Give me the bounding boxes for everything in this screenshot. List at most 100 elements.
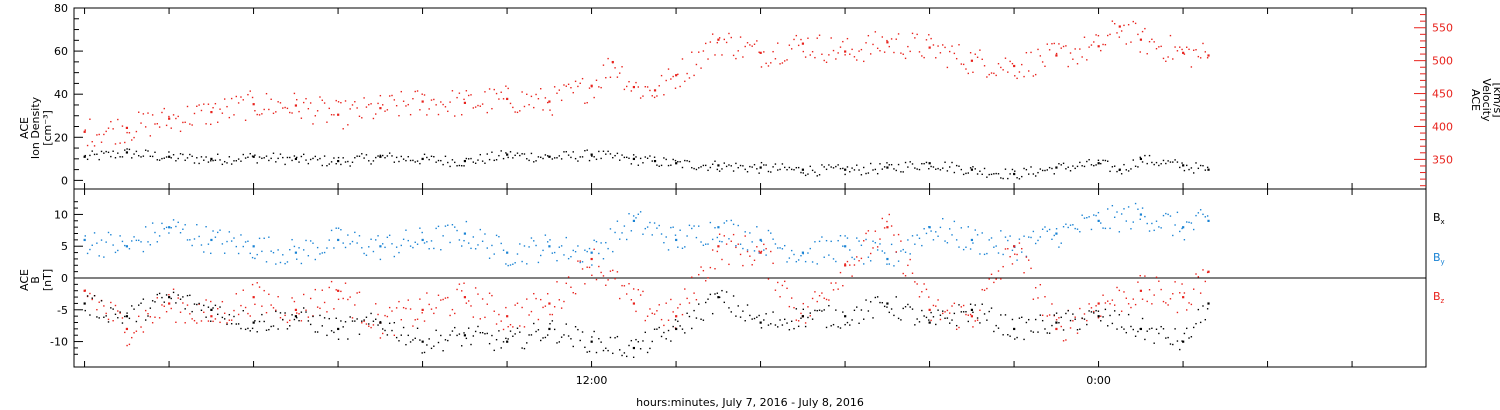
bx-point bbox=[1097, 310, 1100, 312]
density-point bbox=[91, 150, 93, 152]
density-point bbox=[193, 162, 196, 164]
density-point bbox=[140, 156, 142, 158]
density-point bbox=[1107, 160, 1109, 162]
bz-point bbox=[91, 298, 93, 301]
bx-point bbox=[935, 323, 937, 326]
velocity-value-marker bbox=[1013, 64, 1016, 68]
velocity-point bbox=[1051, 43, 1053, 45]
bx-point bbox=[1153, 342, 1155, 344]
velocity-point bbox=[665, 79, 667, 82]
density-point bbox=[249, 152, 251, 155]
density-point bbox=[263, 157, 265, 159]
bz-point bbox=[516, 302, 519, 304]
bz-point bbox=[189, 313, 191, 315]
by-point bbox=[735, 245, 737, 247]
velocity-point bbox=[1165, 60, 1167, 62]
velocity-point bbox=[140, 122, 142, 124]
bz-point bbox=[800, 312, 802, 315]
density-point bbox=[1032, 173, 1035, 175]
velocity-point bbox=[621, 66, 623, 68]
density-point bbox=[753, 164, 756, 166]
bx-point bbox=[890, 308, 893, 310]
by-point bbox=[953, 220, 956, 223]
velocity-point bbox=[235, 95, 238, 98]
bx-point bbox=[314, 331, 317, 333]
bx-point bbox=[781, 324, 784, 326]
b-axis-label-line3: [nT] bbox=[41, 269, 54, 291]
bz-point bbox=[277, 295, 279, 298]
bx-point bbox=[1116, 328, 1118, 330]
bx-value-marker bbox=[717, 296, 720, 299]
bx-point bbox=[103, 316, 105, 318]
bx-point bbox=[814, 309, 816, 312]
density-point bbox=[368, 160, 370, 162]
velocity-point bbox=[602, 64, 605, 66]
velocity-point bbox=[723, 38, 725, 41]
bz-point bbox=[746, 250, 749, 253]
bx-value-marker bbox=[928, 321, 931, 324]
bx-point bbox=[163, 301, 165, 303]
by-point bbox=[189, 239, 191, 241]
bz-point bbox=[1197, 276, 1200, 278]
bx-point bbox=[560, 336, 563, 338]
velocity-point bbox=[1100, 49, 1102, 52]
density-value-marker bbox=[337, 159, 340, 163]
by-value-marker bbox=[506, 251, 509, 254]
bx-point bbox=[386, 334, 389, 336]
density-point bbox=[93, 153, 96, 156]
density-point bbox=[433, 156, 435, 158]
velocity-point bbox=[444, 106, 447, 108]
bx-point bbox=[567, 335, 570, 337]
density-point bbox=[1046, 169, 1048, 171]
density-point bbox=[168, 151, 170, 153]
bx-point bbox=[289, 325, 291, 327]
bx-point bbox=[746, 304, 749, 306]
bx-point bbox=[351, 320, 354, 322]
velocity-value-marker bbox=[125, 126, 129, 129]
by-point bbox=[275, 263, 277, 265]
by-point bbox=[435, 227, 437, 230]
velocity-point bbox=[893, 51, 895, 54]
by-point bbox=[419, 227, 421, 229]
by-point bbox=[1107, 208, 1109, 210]
bx-point bbox=[921, 309, 923, 312]
bz-point bbox=[823, 297, 825, 299]
density-point bbox=[233, 160, 235, 162]
bx-point bbox=[581, 331, 584, 333]
velocity-point bbox=[384, 110, 386, 112]
by-point bbox=[684, 246, 686, 248]
density-point bbox=[632, 154, 635, 156]
by-point bbox=[828, 254, 830, 256]
by-point bbox=[888, 263, 890, 265]
velocity-point bbox=[89, 118, 91, 120]
by-point bbox=[976, 234, 979, 236]
density-point bbox=[1174, 159, 1176, 161]
velocity-point bbox=[574, 80, 577, 83]
by-point bbox=[298, 247, 300, 249]
bz-point bbox=[890, 225, 893, 227]
bz-point bbox=[1109, 303, 1111, 305]
density-point bbox=[790, 168, 793, 171]
bx-point bbox=[1137, 330, 1139, 333]
velocity-point bbox=[419, 109, 421, 111]
velocity-point bbox=[158, 126, 161, 128]
density-point bbox=[344, 161, 347, 163]
bz-point bbox=[809, 315, 811, 317]
velocity-point bbox=[1139, 51, 1141, 53]
bx-point bbox=[1197, 308, 1200, 311]
density-point bbox=[142, 155, 145, 157]
bz-point bbox=[296, 312, 298, 314]
by-point bbox=[897, 260, 900, 262]
density-point bbox=[644, 156, 646, 158]
velocity-point bbox=[856, 59, 858, 61]
velocity-point bbox=[1104, 43, 1107, 46]
bz-point bbox=[1011, 263, 1014, 265]
velocity-point bbox=[382, 104, 384, 106]
by-point bbox=[365, 254, 368, 256]
by-point bbox=[421, 231, 423, 234]
velocity-point bbox=[711, 33, 714, 35]
density-point bbox=[563, 151, 565, 153]
by-point bbox=[291, 238, 293, 241]
bx-point bbox=[500, 347, 502, 349]
velocity-point bbox=[1167, 56, 1169, 58]
